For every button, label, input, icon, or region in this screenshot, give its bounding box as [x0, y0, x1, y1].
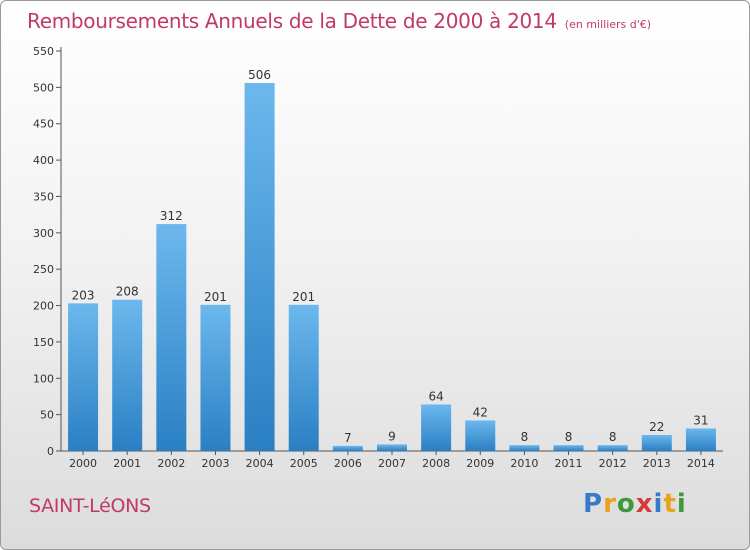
bar-2006: [332, 445, 363, 451]
x-tick-label: 2000: [69, 457, 97, 470]
x-tick-label: 2005: [290, 457, 318, 470]
logo-letter: P: [583, 489, 604, 519]
bar-2002: [156, 224, 187, 451]
bar-2014: [685, 428, 716, 451]
unit-label: (en milliers d'€): [564, 18, 652, 31]
data-label: 8: [565, 430, 573, 444]
x-tick-label: 2007: [378, 457, 406, 470]
data-label: 208: [116, 285, 139, 299]
y-tick-label: 400: [33, 154, 54, 167]
bar-2011: [553, 445, 584, 451]
data-label: 201: [292, 290, 315, 304]
data-label: 64: [428, 389, 443, 403]
data-label: 506: [248, 68, 271, 82]
logo-letter: i: [676, 489, 687, 519]
y-tick-label: 100: [33, 372, 54, 385]
y-tick-label: 550: [33, 45, 54, 58]
y-tick-label: 150: [33, 336, 54, 349]
x-axis: 2000 2001 2002 2003 2004 2005 2006 2007 2008 2009…: [61, 450, 723, 470]
logo-letter: i: [653, 489, 664, 519]
data-label: 31: [693, 413, 708, 427]
y-tick-label: 350: [33, 190, 54, 203]
x-tick-label: 2012: [599, 457, 627, 470]
x-tick-label: 2014: [687, 457, 715, 470]
bar-2001: [112, 299, 143, 451]
x-tick-label: 2009: [466, 457, 494, 470]
logo-letter: x: [635, 489, 654, 519]
bar-2007: [377, 444, 407, 451]
bar-2000: [68, 303, 99, 451]
data-label: 8: [609, 430, 617, 444]
y-tick-label: 200: [33, 300, 54, 313]
data-label: 42: [473, 405, 488, 419]
logo-letter: o: [616, 489, 636, 519]
bar-2003: [200, 304, 231, 451]
x-tick-label: 2004: [246, 457, 274, 470]
data-label: 9: [388, 429, 396, 443]
data-label: 8: [521, 430, 529, 444]
x-tick-label: 2011: [555, 457, 583, 470]
bar-2013: [641, 435, 672, 451]
commune-name: SAINT-LéONS: [29, 495, 151, 517]
y-tick-label: 450: [33, 118, 54, 131]
y-tick-label: 250: [33, 263, 54, 276]
bar-2009: [465, 420, 496, 451]
bar-2004: [244, 83, 275, 451]
bar-2008: [421, 404, 452, 451]
y-tick-label: 50: [40, 409, 54, 422]
y-axis: 0 50 100 150 200 250 300 350 400 450 500 550: [33, 45, 62, 458]
chart-title: Remboursements Annuels de la Dette de 20…: [27, 9, 557, 33]
x-tick-label: 2002: [157, 457, 185, 470]
x-tick-label: 2001: [113, 457, 141, 470]
logo-letter: r: [603, 489, 617, 519]
y-tick-label: 300: [33, 227, 54, 240]
x-tick-label: 2010: [510, 457, 538, 470]
data-label: 312: [160, 209, 183, 223]
data-label: 22: [649, 420, 664, 434]
y-tick-label: 500: [33, 81, 54, 94]
title-row: Remboursements Annuels de la Dette de 20…: [27, 9, 651, 33]
x-tick-label: 2003: [201, 457, 229, 470]
bars: [68, 83, 716, 451]
bar-2012: [597, 445, 628, 451]
bar-2005: [288, 304, 319, 451]
logo-letter: t: [663, 489, 677, 519]
data-label: 7: [344, 431, 352, 445]
x-tick-label: 2006: [334, 457, 362, 470]
x-tick-label: 2008: [422, 457, 450, 470]
data-label: 203: [72, 288, 95, 302]
data-label: 201: [204, 290, 227, 304]
proxiti-logo: Proxiti: [583, 489, 687, 519]
bar-2010: [509, 445, 540, 451]
x-tick-label: 2013: [643, 457, 671, 470]
data-labels: 203 208 312 201 506 201 7 9 64 42 8 8 8 22 31: [72, 68, 709, 445]
y-tick-label: 0: [47, 445, 54, 458]
